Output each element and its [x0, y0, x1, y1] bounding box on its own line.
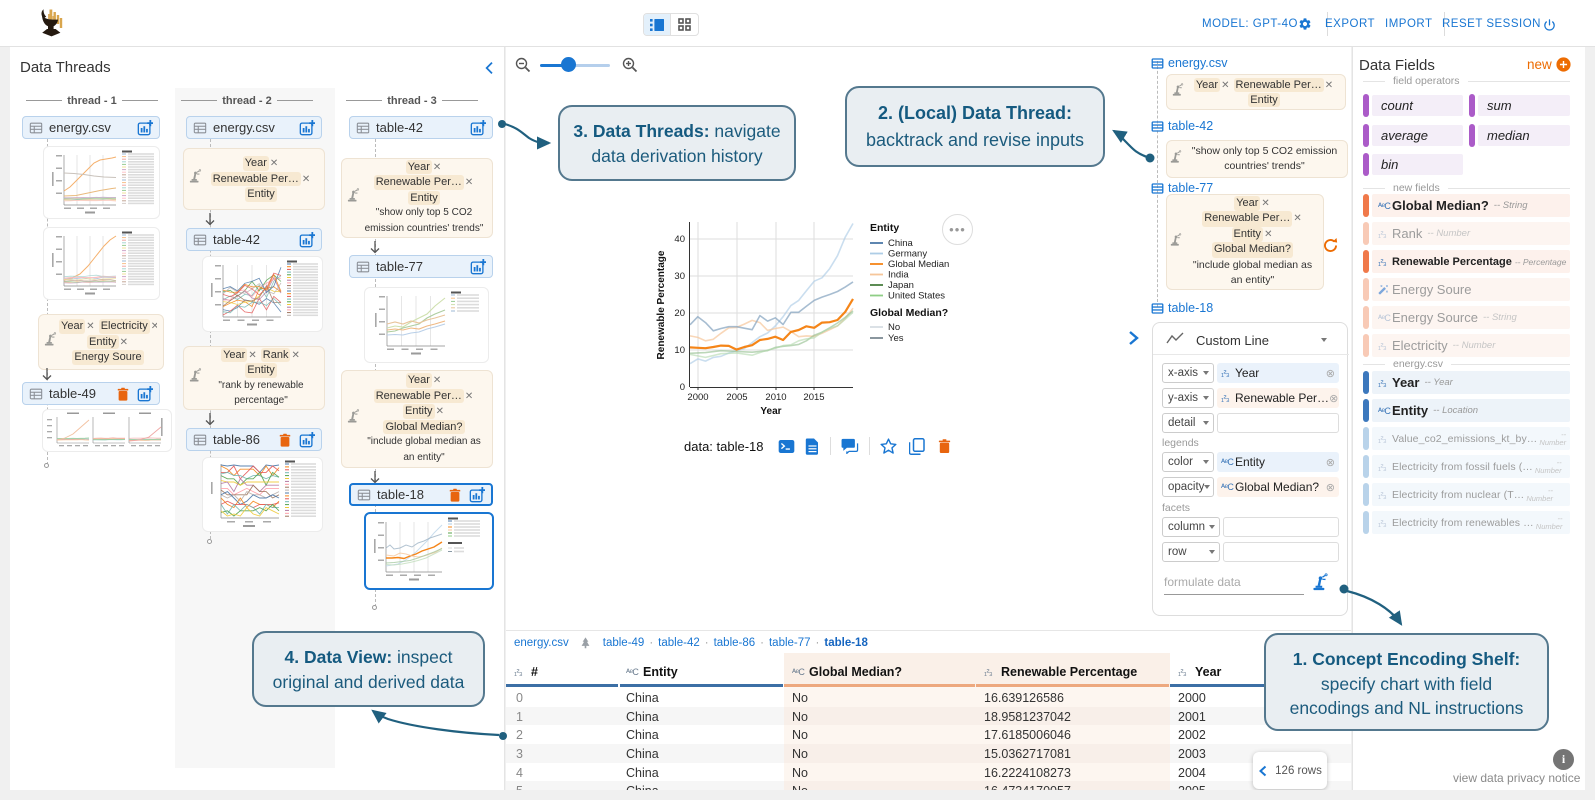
svg-text:40: 40	[674, 234, 685, 245]
svg-text:Entity: Entity	[870, 222, 899, 234]
svg-text:30: 30	[674, 271, 685, 282]
svg-text:Yes: Yes	[888, 333, 904, 344]
svg-text:No: No	[888, 322, 900, 333]
svg-text:10: 10	[674, 345, 685, 356]
svg-text:2015: 2015	[803, 392, 824, 403]
svg-text:China: China	[888, 238, 914, 249]
svg-text:0: 0	[680, 382, 685, 393]
svg-text:Japan: Japan	[888, 280, 914, 291]
svg-text:Germany: Germany	[888, 249, 927, 260]
svg-text:United States: United States	[888, 291, 945, 302]
svg-text:2005: 2005	[726, 392, 747, 403]
svg-text:Global Median: Global Median	[888, 259, 949, 270]
svg-text:2010: 2010	[765, 392, 786, 403]
svg-text:Global Median?: Global Median?	[870, 307, 948, 319]
svg-text:20: 20	[674, 308, 685, 319]
svg-text:2000: 2000	[687, 392, 708, 403]
svg-text:Year: Year	[760, 406, 781, 417]
svg-text:Renewable Percentage: Renewable Percentage	[656, 250, 667, 359]
svg-text:India: India	[888, 270, 909, 281]
